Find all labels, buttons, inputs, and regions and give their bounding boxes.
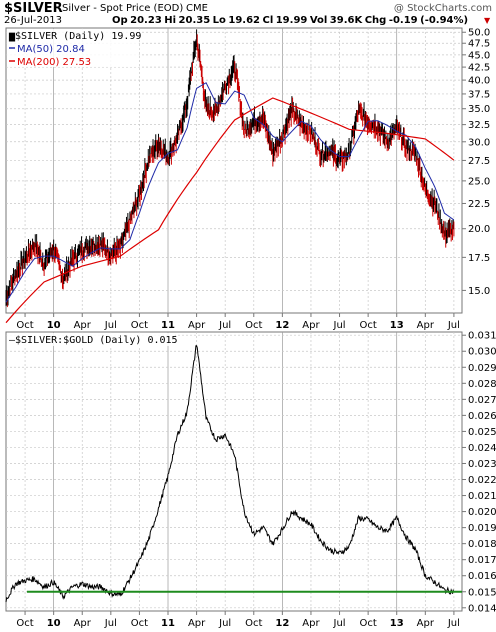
legend-bg bbox=[7, 29, 139, 67]
price-y-tick-label: 25.0 bbox=[468, 176, 490, 187]
x-tick-label: Jul bbox=[333, 618, 346, 629]
x-tick-label: 11 bbox=[161, 320, 175, 331]
legend-ma50: MA(50) 20.84 bbox=[17, 44, 85, 55]
price-y-tick-label: 15.0 bbox=[468, 286, 490, 297]
ratio-y-tick-label: 0.017 bbox=[468, 555, 496, 566]
x-tick-label: Jul bbox=[447, 618, 460, 629]
price-y-tick-label: 35.0 bbox=[468, 104, 490, 115]
ratio-legend-bg bbox=[7, 333, 175, 346]
chart-description: Silver - Spot Price (EOD) bbox=[62, 3, 184, 14]
x-tick-label: Oct bbox=[245, 618, 262, 629]
x-tick-label: Jul bbox=[447, 320, 460, 331]
x-tick-label: 12 bbox=[275, 618, 289, 629]
price-y-tick-label: 17.5 bbox=[468, 253, 490, 264]
x-tick-label: Oct bbox=[359, 618, 376, 629]
price-y-tick-label: 32.5 bbox=[468, 120, 490, 131]
x-tick-label: Apr bbox=[302, 320, 320, 331]
stockcharts-watermark: @ StockCharts.com bbox=[393, 3, 492, 14]
ratio-line bbox=[5, 345, 455, 603]
x-tick-label: Apr bbox=[417, 320, 435, 331]
ratio-y-tick-label: 0.022 bbox=[468, 475, 496, 486]
ratio-y-tick-label: 0.021 bbox=[468, 491, 496, 502]
x-tick-label: Oct bbox=[359, 320, 376, 331]
price-y-tick-label: 45.0 bbox=[468, 50, 490, 61]
ratio-panel-frame bbox=[5, 331, 463, 612]
price-y-tick-label: 37.5 bbox=[468, 89, 490, 100]
ratio-y-tick-label: 0.019 bbox=[468, 523, 496, 534]
ratio-y-tick-label: 0.016 bbox=[468, 571, 496, 582]
x-tick-label: Jul bbox=[104, 618, 117, 629]
ratio-y-tick-label: 0.029 bbox=[468, 363, 496, 374]
legend-price: ▆$SILVER (Daily) 19.99 bbox=[8, 31, 141, 42]
x-tick-label: 10 bbox=[47, 320, 61, 331]
chart-symbol: $SILVER bbox=[4, 1, 63, 16]
ratio-x-axis: Oct 10 Apr Jul Oct 11 Apr Jul Oct 12 Apr Jul Oct 13 Ap… bbox=[16, 611, 460, 629]
ratio-y-tick-label: 0.031 bbox=[468, 331, 496, 342]
ohlc-readout: Op 20.23 Hi 20.35 Lo 19.62 Cl 19.99 Vol … bbox=[112, 15, 469, 26]
x-tick-label: Apr bbox=[74, 320, 92, 331]
price-panel: 15.0 17.5 20.0 22.5 25.0 27.5 30.0 32.5 35.0 37.5… bbox=[5, 27, 490, 324]
x-tick-label: Apr bbox=[302, 618, 320, 629]
ratio-y-tick-label: 0.018 bbox=[468, 539, 496, 550]
x-tick-label: Oct bbox=[16, 618, 33, 629]
legend-ma200: MA(200) 27.53 bbox=[17, 57, 91, 68]
ratio-y-tick-label: 0.023 bbox=[468, 459, 496, 470]
x-tick-label: Oct bbox=[16, 320, 33, 331]
ratio-y-tick-label: 0.030 bbox=[468, 347, 496, 358]
x-tick-label: Apr bbox=[74, 618, 92, 629]
price-y-tick-label: 42.5 bbox=[468, 63, 490, 74]
price-y-tick-label: 27.5 bbox=[468, 156, 490, 167]
exchange-label: CME bbox=[186, 3, 208, 14]
price-legend: ▆$SILVER (Daily) 19.99 MA(50) 20.84 MA(200… bbox=[7, 29, 141, 68]
ratio-y-tick-label: 0.027 bbox=[468, 395, 496, 406]
x-tick-label: Oct bbox=[131, 320, 148, 331]
price-y-tick-label: 30.0 bbox=[468, 137, 490, 148]
price-y-tick-label: 20.0 bbox=[468, 224, 490, 235]
x-tick-label: Apr bbox=[188, 320, 206, 331]
change-down-icon: ▼ bbox=[484, 16, 491, 25]
x-tick-label: 11 bbox=[161, 618, 175, 629]
x-tick-label: Jul bbox=[333, 320, 346, 331]
x-tick-label: 13 bbox=[390, 320, 404, 331]
price-y-tick-label: 50.0 bbox=[468, 28, 490, 39]
ma200-line bbox=[5, 97, 455, 324]
ratio-panel: 0.014 0.015 0.016 0.017 0.018 0.019 0.020 0.021… bbox=[5, 331, 496, 614]
ratio-y-tick-label: 0.015 bbox=[468, 587, 496, 598]
price-x-axis: Oct 10 Apr Jul Oct 11 Apr Jul Oct 12 Apr Jul Oct 13 Ap… bbox=[16, 313, 460, 331]
x-tick-label: 10 bbox=[47, 618, 61, 629]
x-tick-label: 13 bbox=[390, 618, 404, 629]
x-tick-label: Oct bbox=[245, 320, 262, 331]
price-y-tick-label: 22.5 bbox=[468, 199, 490, 210]
x-tick-label: Apr bbox=[417, 618, 435, 629]
ratio-y-tick-label: 0.020 bbox=[468, 507, 496, 518]
x-tick-label: Jul bbox=[218, 618, 231, 629]
ratio-y-tick-label: 0.024 bbox=[468, 443, 496, 454]
x-tick-label: Jul bbox=[104, 320, 117, 331]
ma50-line bbox=[5, 82, 455, 303]
ratio-y-tick-label: 0.025 bbox=[468, 427, 496, 438]
ratio-y-tick-label: 0.026 bbox=[468, 411, 496, 422]
price-y-tick-label: 40.0 bbox=[468, 76, 490, 87]
ratio-y-tick-label: 0.014 bbox=[468, 603, 496, 614]
ratio-y-tick-label: 0.028 bbox=[468, 379, 496, 390]
x-tick-label: Oct bbox=[131, 618, 148, 629]
x-tick-label: 12 bbox=[275, 320, 289, 331]
price-y-tick-label: 47.5 bbox=[468, 39, 490, 50]
chart-date: 26-Jul-2013 bbox=[4, 15, 63, 26]
ratio-legend: —$SILVER:$GOLD (Daily) 0.015 bbox=[9, 335, 178, 346]
x-tick-label: Apr bbox=[188, 618, 206, 629]
x-tick-label: Jul bbox=[218, 320, 231, 331]
